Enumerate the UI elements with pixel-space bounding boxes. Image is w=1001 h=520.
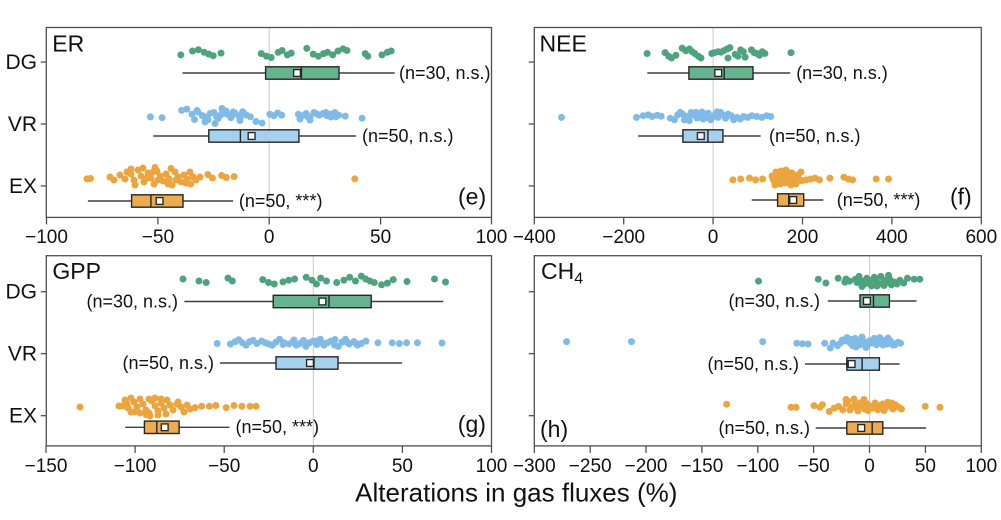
svg-text:−200: −200 bbox=[625, 456, 668, 477]
svg-text:−50: −50 bbox=[142, 227, 174, 248]
svg-text:−100: −100 bbox=[25, 227, 68, 248]
svg-text:0: 0 bbox=[864, 456, 875, 477]
svg-text:(n=30, n.s.): (n=30, n.s.) bbox=[796, 63, 888, 83]
svg-text:−100: −100 bbox=[114, 456, 157, 477]
svg-text:600: 600 bbox=[965, 227, 997, 248]
svg-text:(n=50, n.s.): (n=50, n.s.) bbox=[362, 126, 454, 146]
svg-text:−400: −400 bbox=[513, 227, 556, 248]
svg-text:EX: EX bbox=[9, 405, 37, 428]
svg-text:VR: VR bbox=[8, 113, 37, 136]
svg-text:(n=30, n.s.): (n=30, n.s.) bbox=[86, 291, 178, 311]
svg-text:100: 100 bbox=[476, 227, 508, 248]
svg-text:EX: EX bbox=[9, 175, 37, 198]
svg-text:(n=50, ***): (n=50, ***) bbox=[837, 190, 921, 210]
svg-text:−100: −100 bbox=[736, 456, 779, 477]
svg-text:400: 400 bbox=[876, 227, 908, 248]
svg-text:(g): (g) bbox=[458, 411, 486, 437]
svg-text:200: 200 bbox=[787, 227, 819, 248]
svg-text:(n=50, ***): (n=50, ***) bbox=[236, 417, 320, 437]
svg-text:−50: −50 bbox=[208, 456, 240, 477]
svg-text:50: 50 bbox=[392, 456, 413, 477]
svg-text:100: 100 bbox=[476, 456, 508, 477]
svg-text:ER: ER bbox=[52, 31, 84, 57]
svg-text:(f): (f) bbox=[950, 184, 972, 210]
svg-text:NEE: NEE bbox=[540, 31, 587, 57]
svg-text:−150: −150 bbox=[681, 456, 724, 477]
svg-text:DG: DG bbox=[6, 281, 38, 304]
svg-text:−300: −300 bbox=[513, 456, 556, 477]
svg-text:(e): (e) bbox=[458, 184, 486, 210]
svg-text:Alterations in gas fluxes (%): Alterations in gas fluxes (%) bbox=[355, 478, 677, 508]
svg-text:0: 0 bbox=[708, 227, 719, 248]
svg-text:−200: −200 bbox=[602, 227, 645, 248]
svg-text:(n=50, n.s.): (n=50, n.s.) bbox=[769, 126, 861, 146]
svg-text:−150: −150 bbox=[25, 456, 68, 477]
svg-text:(n=50, ***): (n=50, ***) bbox=[239, 191, 323, 211]
svg-text:−50: −50 bbox=[797, 456, 829, 477]
svg-text:50: 50 bbox=[915, 456, 936, 477]
svg-text:GPP: GPP bbox=[52, 258, 101, 284]
svg-text:(n=30, n.s.): (n=30, n.s.) bbox=[728, 291, 820, 311]
svg-text:100: 100 bbox=[965, 456, 997, 477]
svg-text:(n=50, n.s.): (n=50, n.s.) bbox=[718, 418, 810, 438]
svg-text:(h): (h) bbox=[540, 416, 568, 442]
svg-text:(n=30, n.s.): (n=30, n.s.) bbox=[399, 63, 491, 83]
svg-text:0: 0 bbox=[308, 456, 319, 477]
svg-text:50: 50 bbox=[370, 227, 391, 248]
svg-text:(n=50, n.s.): (n=50, n.s.) bbox=[122, 353, 214, 373]
svg-text:VR: VR bbox=[8, 343, 37, 366]
svg-text:CH4: CH4 bbox=[541, 258, 583, 288]
svg-text:−250: −250 bbox=[569, 456, 612, 477]
svg-text:DG: DG bbox=[6, 51, 38, 74]
svg-text:(n=50, n.s.): (n=50, n.s.) bbox=[707, 354, 799, 374]
svg-text:0: 0 bbox=[264, 227, 275, 248]
